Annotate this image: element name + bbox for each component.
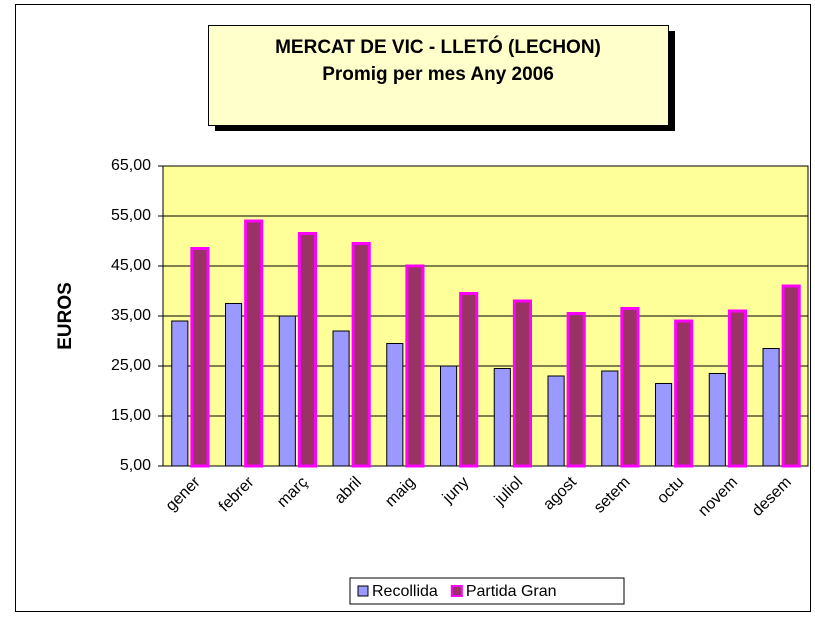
bar: [493, 368, 511, 467]
bar: [405, 264, 425, 468]
chart-subtitle: Promig per mes Any 2006: [322, 64, 554, 85]
title-box: [208, 25, 669, 126]
y-tick-label: 15,00: [111, 407, 151, 424]
y-tick-label: 55,00: [111, 207, 151, 224]
bar: [674, 319, 694, 468]
bar: [386, 343, 404, 467]
y-tick-label: 45,00: [111, 257, 151, 274]
bar: [727, 309, 747, 468]
bar: [655, 383, 673, 467]
bar: [601, 370, 619, 467]
y-axis-label: EUROS: [55, 282, 76, 350]
bar: [762, 348, 780, 467]
bar: [225, 303, 243, 467]
legend-swatch: [450, 585, 463, 597]
y-tick-label: 5,00: [120, 457, 151, 474]
legend-swatch: [357, 585, 369, 597]
legend-box: [349, 577, 625, 605]
legend-label: Partida Gran: [466, 583, 557, 600]
legend-label: Recollida: [372, 583, 438, 600]
bar: [566, 312, 586, 468]
y-tick-label: 65,00: [111, 157, 151, 174]
bar: [278, 315, 296, 467]
y-tick-label: 25,00: [111, 357, 151, 374]
bar: [332, 330, 350, 467]
bar: [512, 299, 532, 468]
chart-title: MERCAT DE VIC - LLETÓ (LECHON): [275, 36, 601, 58]
plot-border: [162, 165, 809, 467]
bar: [781, 284, 801, 468]
bar: [244, 219, 264, 468]
bar: [190, 247, 210, 468]
bar: [547, 375, 565, 467]
bar: [620, 307, 640, 468]
bar: [440, 365, 458, 467]
bar: [297, 232, 317, 468]
bar: [708, 373, 726, 467]
bar: [171, 320, 189, 467]
y-tick-label: 35,00: [111, 307, 151, 324]
bar: [351, 242, 371, 468]
bar: [459, 292, 479, 468]
